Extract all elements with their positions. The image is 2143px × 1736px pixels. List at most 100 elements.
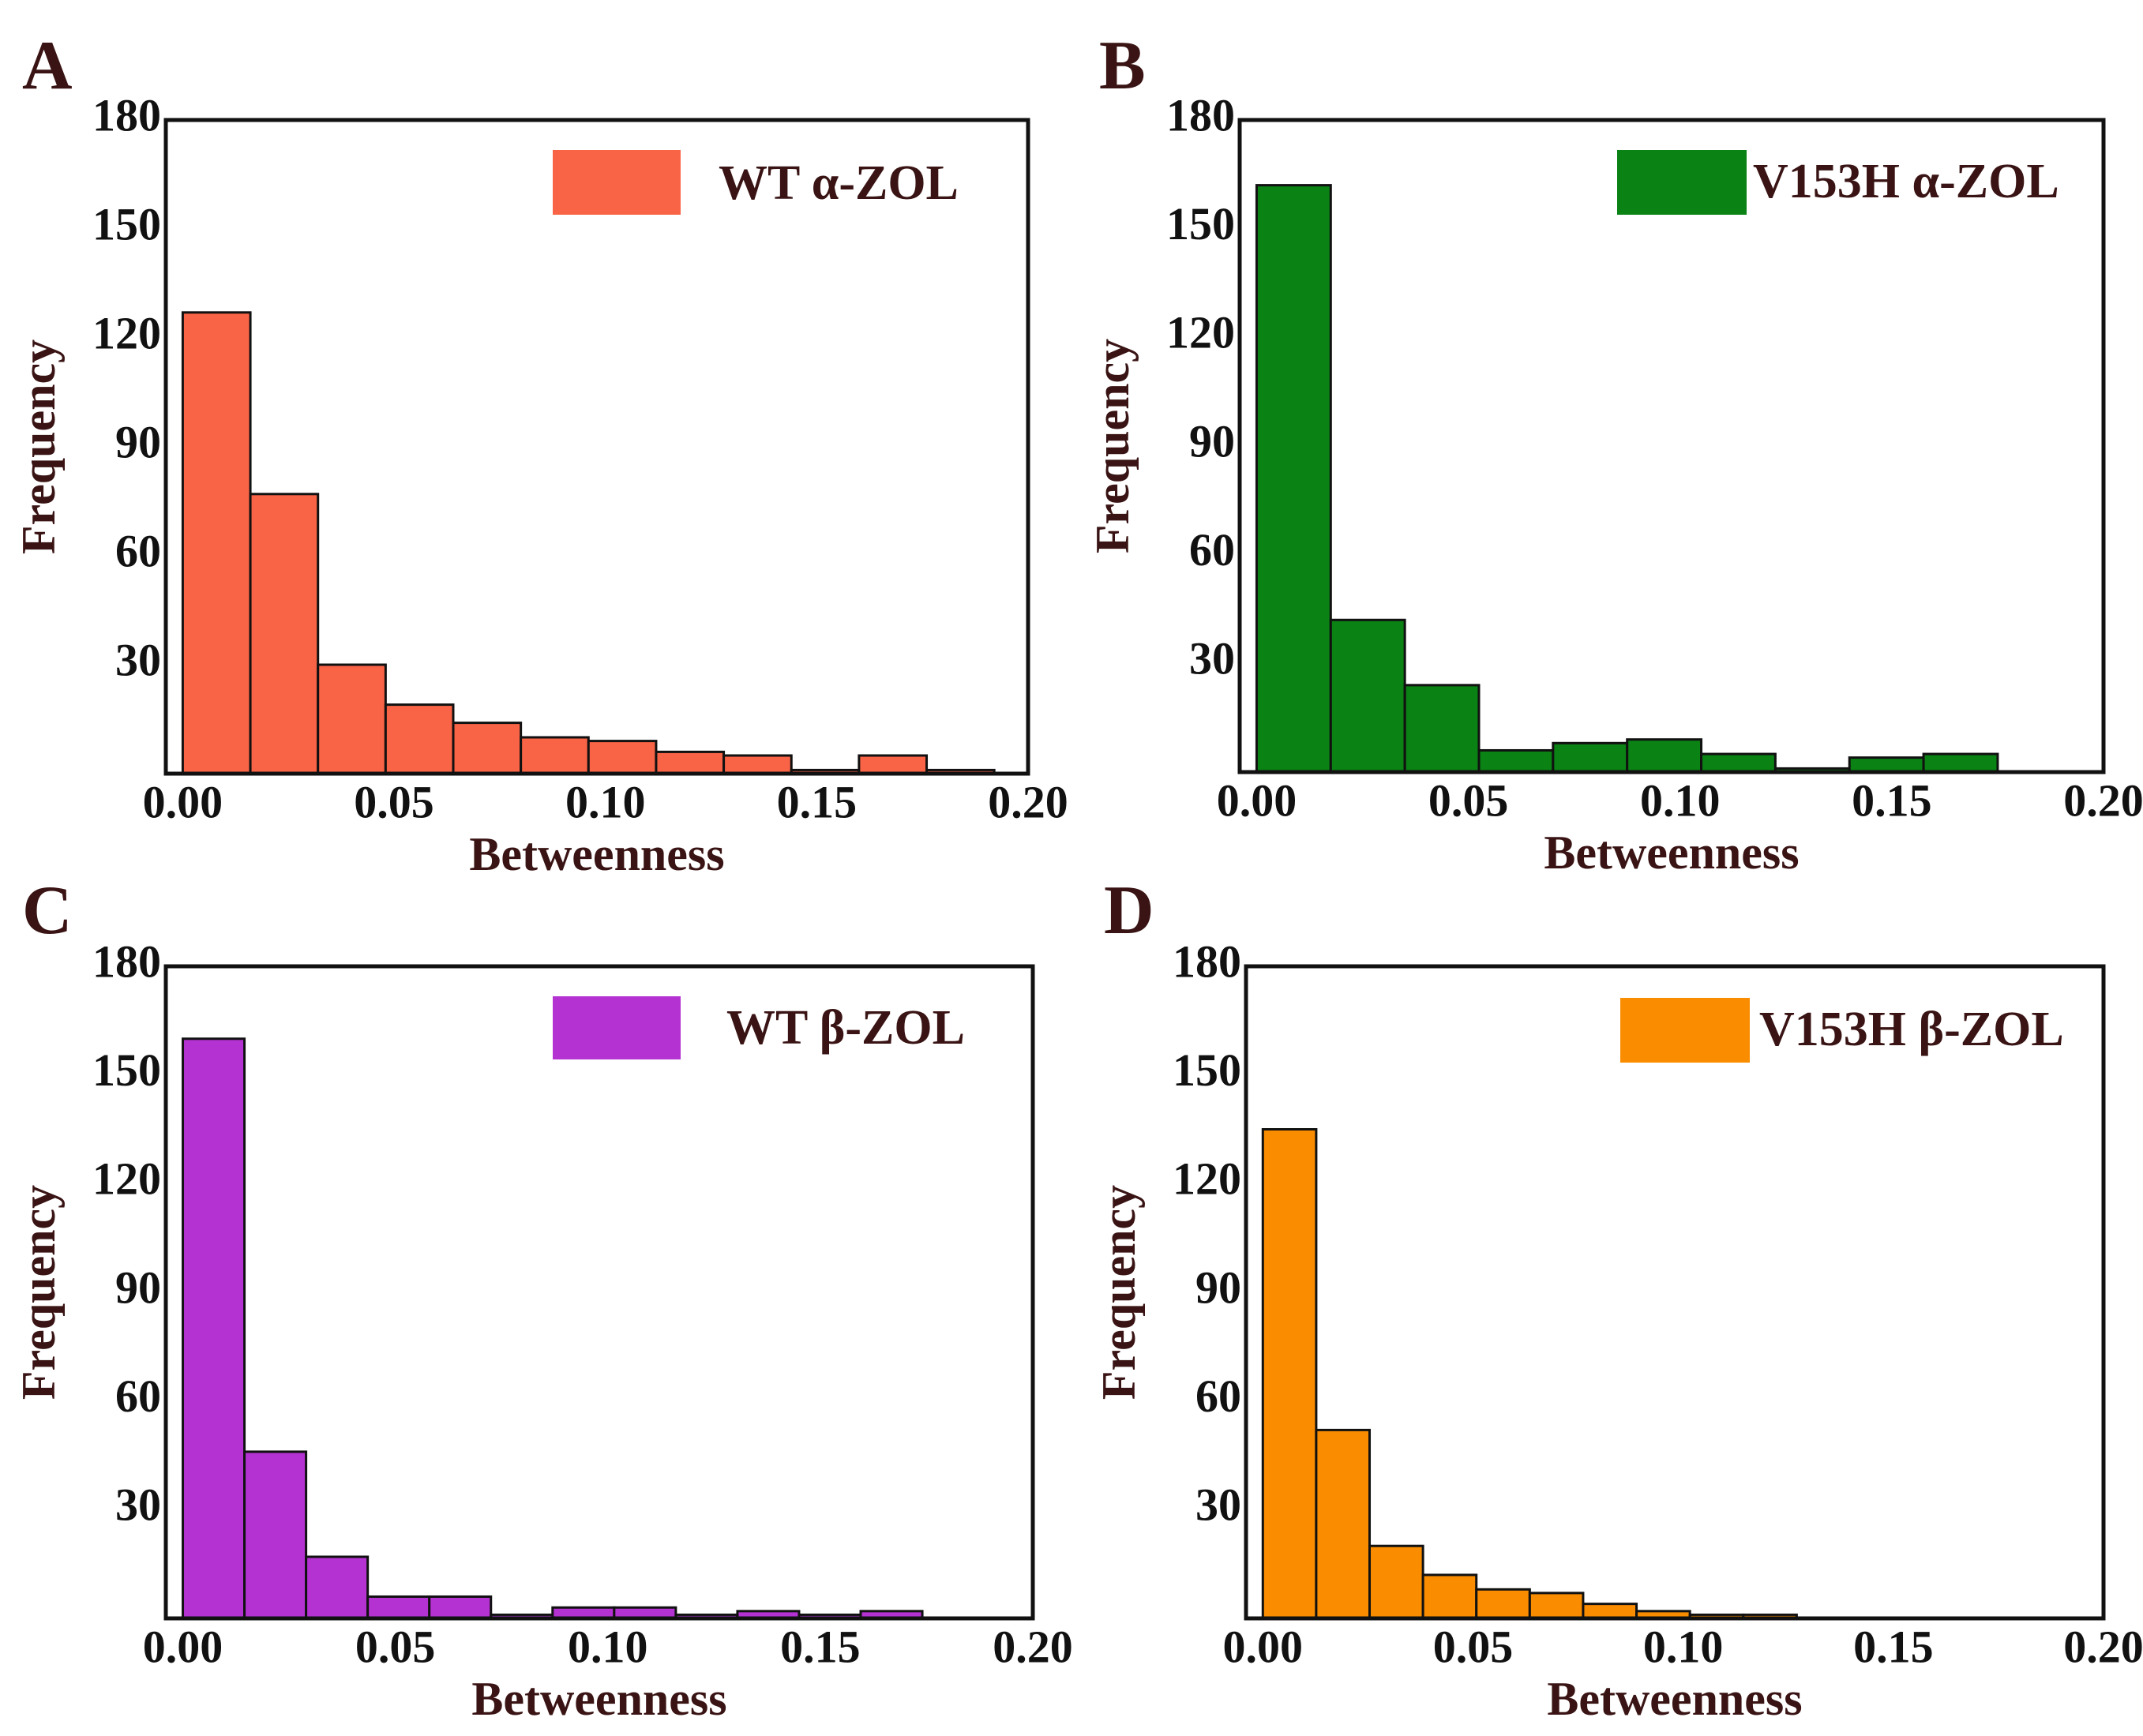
y-axis-title: Frequency: [1093, 1185, 1145, 1400]
histogram-bar: [182, 1037, 246, 1620]
histogram-bar: [1475, 1588, 1531, 1620]
legend-label: WT β-ZOL: [726, 1001, 965, 1055]
x-tick-label: 0.05: [1433, 1621, 1514, 1672]
panel-letter: D: [1104, 872, 1154, 949]
histogram-bar: [317, 663, 387, 775]
y-tick-label: 30: [1195, 1479, 1241, 1531]
legend-swatch: [553, 150, 681, 215]
panel-d: D 0.00 0.05 0.10 0.15 0.20 30 60 90 120 150 180 Betw…: [1093, 872, 2143, 1725]
x-tick-label: 0.10: [565, 776, 646, 827]
x-tick-label: 0.20: [2063, 1621, 2143, 1672]
histogram-bar: [1848, 756, 1925, 774]
plot-frame: [1237, 118, 2106, 774]
x-tick-label: 0.15: [780, 1621, 861, 1672]
x-axis-title: Betweenness: [1547, 1673, 1802, 1725]
histogram-bars: [1261, 1128, 1798, 1620]
x-axis-title: Betweenness: [469, 828, 724, 880]
x-tick-label: 0.10: [1640, 774, 1721, 826]
y-tick-label: 90: [1189, 415, 1235, 467]
y-tick-label: 60: [1189, 524, 1235, 576]
plot-frame: [1244, 964, 2106, 1621]
panel-a: A 0.00 0.05 0.10 0.15 0.20 30 60 90 120 150 180 Betw…: [13, 28, 1068, 880]
x-tick-label: 0.05: [354, 776, 434, 827]
y-axis-title: Frequency: [13, 1185, 65, 1400]
legend-label: V153H β-ZOL: [1759, 1003, 2064, 1056]
y-tick-label: 90: [1195, 1262, 1241, 1313]
y-tick-label: 60: [1195, 1370, 1241, 1422]
histogram-bar: [655, 750, 726, 775]
y-tick-label: 90: [115, 1262, 161, 1313]
y-tick-label: 150: [92, 198, 161, 249]
histogram-bar: [1255, 184, 1332, 774]
legend: V153H α-ZOL: [1617, 150, 2059, 215]
histogram-bar: [722, 754, 793, 775]
legend: V153H β-ZOL: [1620, 998, 2064, 1063]
histogram-bar: [1315, 1428, 1372, 1620]
x-tick-label: 0.15: [777, 776, 858, 827]
x-axis-title: Betweenness: [1544, 827, 1799, 879]
y-tick-label: 90: [115, 416, 161, 467]
x-tick-label: 0.00: [143, 1621, 223, 1672]
histogram-bar: [428, 1595, 493, 1620]
legend-swatch: [553, 996, 681, 1059]
histogram-bar: [1403, 684, 1481, 774]
plot-frame: [163, 118, 1030, 776]
y-tick-label: 180: [1173, 935, 1241, 987]
x-tick-label: 0.20: [988, 776, 1068, 827]
y-tick-label: 30: [115, 634, 161, 685]
histogram-bar: [1368, 1544, 1424, 1620]
histogram-bar: [1700, 752, 1777, 774]
y-tick-label: 150: [1166, 198, 1235, 249]
x-tick-label: 0.10: [568, 1621, 648, 1672]
histogram-bar: [305, 1555, 370, 1620]
histogram-bar: [452, 722, 523, 775]
x-tick-label: 0.20: [993, 1621, 1073, 1672]
y-tick-label: 180: [1166, 89, 1235, 141]
histogram-bar: [1528, 1592, 1585, 1620]
histogram-bar: [366, 1595, 431, 1620]
histogram-bar: [181, 311, 252, 775]
y-tick-label: 30: [115, 1479, 161, 1531]
panel-b: B 0.00 0.05 0.10 0.15 0.20 30 60 90 120 150 180 Betw…: [1087, 28, 2143, 879]
histogram-bar: [587, 740, 658, 775]
histogram-bar: [1477, 748, 1555, 774]
legend-label: V153H α-ZOL: [1753, 155, 2059, 208]
panel-letter: C: [22, 872, 73, 949]
histogram-bar: [1626, 738, 1703, 774]
histogram-bars: [181, 311, 996, 775]
y-tick-label: 150: [92, 1044, 161, 1096]
histogram-bar: [384, 703, 455, 775]
histogram-bar: [1329, 618, 1406, 774]
y-tick-label: 30: [1189, 633, 1235, 684]
panel-letter: B: [1099, 28, 1146, 104]
plot-frame: [163, 964, 1035, 1621]
y-tick-label: 180: [92, 935, 161, 987]
histogram-bars: [182, 1037, 924, 1620]
x-tick-label: 0.15: [1853, 1621, 1934, 1672]
histogram-bar: [858, 754, 929, 775]
legend: WT α-ZOL: [553, 150, 959, 215]
x-tick-label: 0.05: [355, 1621, 436, 1672]
histogram-bar: [1922, 752, 1999, 774]
x-tick-label: 0.00: [1217, 774, 1297, 826]
y-tick-label: 60: [115, 525, 161, 576]
y-tick-label: 120: [92, 1153, 161, 1205]
histogram-bar: [243, 1450, 308, 1620]
y-tick-label: 120: [1173, 1153, 1241, 1205]
y-axis-title: Frequency: [13, 339, 65, 554]
histogram-bar: [1582, 1603, 1638, 1620]
x-tick-label: 0.20: [2063, 774, 2143, 826]
histogram-bar: [249, 493, 320, 775]
histogram-bars: [1255, 184, 1999, 774]
panel-c: C 0.00 0.05 0.10 0.15 0.20 30 60 90 120 150 180 Betw…: [13, 872, 1073, 1725]
histogram-bar: [1421, 1573, 1478, 1620]
y-tick-label: 120: [92, 307, 161, 358]
y-axis-title: Frequency: [1087, 339, 1139, 553]
panel-letter: A: [22, 28, 73, 104]
histogram-bar: [520, 736, 590, 775]
y-tick-label: 60: [115, 1370, 161, 1422]
legend: WT β-ZOL: [553, 996, 965, 1059]
x-tick-label: 0.00: [143, 776, 223, 827]
x-tick-label: 0.15: [1852, 774, 1932, 826]
